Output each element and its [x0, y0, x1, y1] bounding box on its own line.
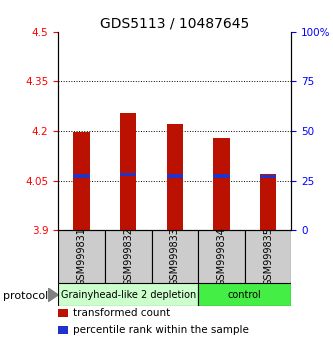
- Bar: [58, 230, 105, 283]
- Bar: [58, 283, 198, 306]
- Bar: [260, 174, 276, 230]
- Text: transformed count: transformed count: [73, 308, 170, 318]
- Bar: [152, 230, 198, 283]
- Text: Grainyhead-like 2 depletion: Grainyhead-like 2 depletion: [61, 290, 196, 300]
- Polygon shape: [48, 288, 58, 302]
- Text: GSM999834: GSM999834: [216, 227, 226, 286]
- Bar: [105, 230, 152, 283]
- Bar: [213, 174, 230, 178]
- Bar: [167, 124, 183, 230]
- Bar: [260, 175, 276, 178]
- Bar: [213, 138, 230, 230]
- Bar: [198, 230, 245, 283]
- Bar: [120, 173, 137, 176]
- Bar: [120, 113, 137, 230]
- Text: control: control: [228, 290, 262, 300]
- Text: protocol: protocol: [3, 291, 49, 301]
- Bar: [73, 132, 90, 230]
- Text: GSM999832: GSM999832: [123, 227, 133, 286]
- Text: GSM999835: GSM999835: [263, 227, 273, 286]
- Bar: [167, 174, 183, 178]
- Text: GSM999833: GSM999833: [170, 227, 180, 286]
- Bar: [73, 174, 90, 178]
- Title: GDS5113 / 10487645: GDS5113 / 10487645: [100, 17, 249, 31]
- Text: GSM999831: GSM999831: [77, 227, 87, 286]
- Bar: [245, 230, 291, 283]
- Text: percentile rank within the sample: percentile rank within the sample: [73, 325, 248, 335]
- Bar: [198, 283, 291, 306]
